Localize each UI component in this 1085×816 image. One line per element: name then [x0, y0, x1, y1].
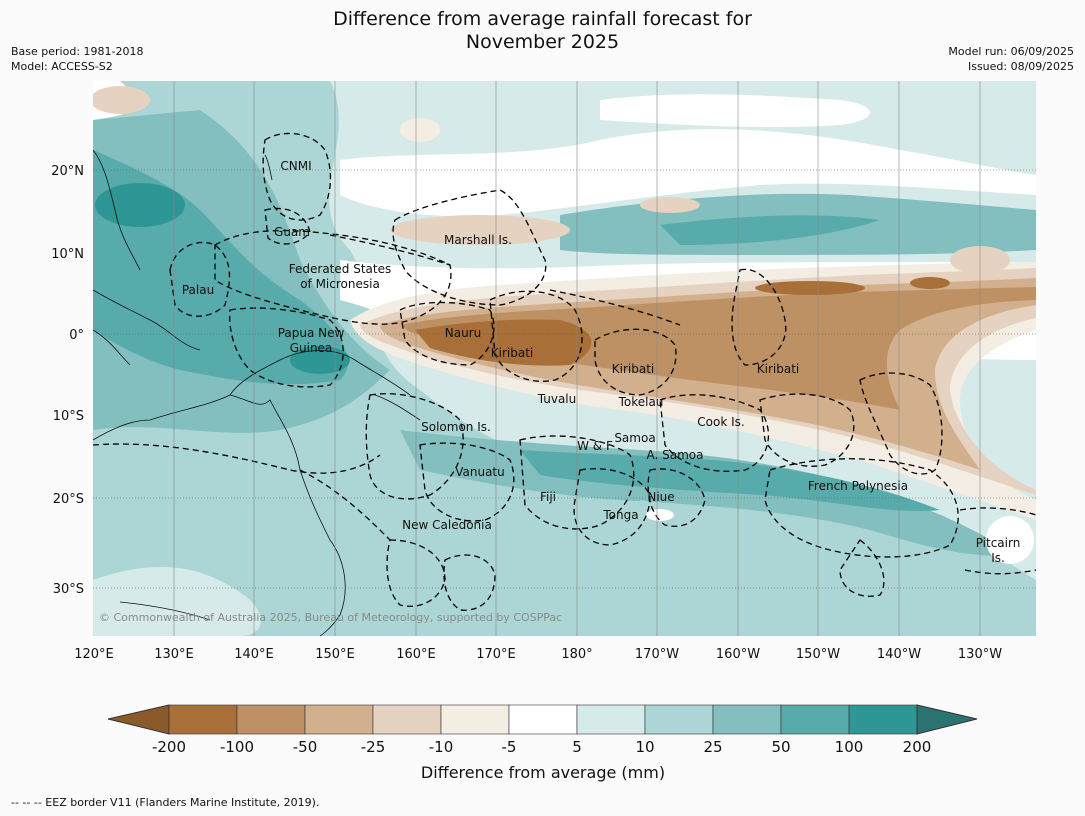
label-french-polynesia: French Polynesia	[808, 479, 908, 493]
label-kiribati-west: Kiribati	[491, 346, 533, 360]
label-tokelau: Tokelau	[618, 395, 664, 409]
x-tick: 130°E	[154, 647, 194, 662]
x-tick: 160°E	[396, 647, 436, 662]
x-tick: 170°E	[476, 647, 516, 662]
colorbar-segment	[848, 704, 918, 735]
gridlines	[93, 169, 1036, 589]
y-tick: 0°	[69, 328, 84, 343]
meridians	[173, 81, 981, 636]
eez-footnote: -- -- -- EEZ border V11 (Flanders Marine…	[11, 796, 320, 809]
colorbar-segment	[712, 704, 782, 735]
colorbar-tick-label: 100	[835, 738, 864, 756]
colorbar-tick-label: 10	[635, 738, 654, 756]
y-tick: 10°S	[53, 409, 84, 424]
colorbar-tick-label: -5	[502, 738, 517, 756]
model-name: Model: ACCESS-S2	[11, 60, 113, 73]
colorbar-tick-label: 50	[771, 738, 790, 756]
colorbar: -200 -100 -50 -25 -10 -5 5 10 25 50 100 200 Differe…	[107, 704, 978, 782]
colorbar-tick-label: -100	[220, 738, 254, 756]
issued-date: Issued: 08/09/2025	[967, 60, 1074, 73]
x-axis: 120°E 130°E 140°E 150°E 160°E 170°E 180°…	[74, 647, 1002, 662]
colorbar-tick-label: 25	[703, 738, 722, 756]
colorbar-segment	[440, 704, 510, 735]
colorbar-tick-label: -25	[361, 738, 386, 756]
colorbar-extend-left	[107, 704, 170, 735]
label-solomon-islands: Solomon Is.	[421, 420, 491, 434]
label-cook-islands: Cook Is.	[697, 415, 744, 429]
colorbar-tick-label: 5	[572, 738, 582, 756]
label-pitcairn-line-2: Is.	[991, 551, 1005, 565]
colorbar-segment	[304, 704, 374, 735]
colorbar-tick-label: -200	[152, 738, 186, 756]
x-tick: 130°W	[958, 647, 1002, 662]
label-samoa: Samoa	[614, 431, 655, 445]
meta-left: Base period: 1981-2018 Model: ACCESS-S2	[11, 44, 143, 74]
label-tonga: Tonga	[602, 508, 638, 522]
colorbar-segment	[168, 704, 238, 735]
label-kiribati-east: Kiribati	[757, 362, 799, 376]
label-marshall-islands: Marshall Is.	[444, 233, 512, 247]
x-tick: 170°W	[635, 647, 679, 662]
x-tick: 160°W	[716, 647, 760, 662]
label-new-caledonia: New Caledonia	[402, 518, 492, 532]
base-period: Base period: 1981-2018	[11, 45, 144, 58]
copyright-notice: © Commonwealth of Australia 2025, Bureau…	[99, 611, 562, 624]
colorbar-tick-label: -10	[429, 738, 454, 756]
label-png-line-2: Guinea	[290, 341, 333, 355]
x-tick: 140°E	[234, 647, 274, 662]
label-vanuatu: Vanuatu	[455, 465, 505, 479]
label-palau: Palau	[182, 283, 214, 297]
y-axis: 20°N 10°N 0° 10°S 20°S 30°S	[51, 164, 84, 597]
colorbar-segment	[372, 704, 442, 735]
colorbar-segment	[780, 704, 850, 735]
model-run: Model run: 06/09/2025	[948, 45, 1074, 58]
x-tick: 150°W	[796, 647, 840, 662]
label-png-line-1: Papua New	[278, 326, 345, 340]
label-guam: Guam	[274, 225, 310, 239]
label-fsm-line-2: of Micronesia	[300, 277, 380, 291]
title-line-2: November 2025	[465, 31, 620, 53]
label-tuvalu: Tuvalu	[537, 392, 577, 406]
country-labels: CNMI Guam Marshall Is. Federated States …	[182, 159, 1020, 565]
y-tick: 30°S	[53, 582, 84, 597]
label-american-samoa: A. Samoa	[647, 448, 704, 462]
colorbar-tick-label: -50	[293, 738, 318, 756]
label-kiribati-central: Kiribati	[612, 362, 654, 376]
label-wallis-futuna: W & F	[577, 439, 613, 453]
label-cnmi: CNMI	[280, 159, 311, 173]
rainfall-field	[93, 81, 1036, 636]
x-tick: 150°E	[315, 647, 355, 662]
x-tick: 140°W	[877, 647, 921, 662]
colorbar-segment	[508, 704, 578, 735]
coastlines	[93, 149, 421, 636]
colorbar-segment	[236, 704, 306, 735]
x-tick: 120°E	[74, 647, 114, 662]
y-tick: 10°N	[51, 247, 84, 262]
meta-right: Model run: 06/09/2025 Issued: 08/09/2025	[948, 44, 1074, 74]
label-fiji: Fiji	[540, 490, 556, 504]
label-fsm-line-1: Federated States	[289, 262, 391, 276]
label-nauru: Nauru	[445, 326, 481, 340]
colorbar-segment	[576, 704, 646, 735]
y-tick: 20°N	[51, 164, 84, 179]
colorbar-title: Difference from average (mm)	[421, 763, 665, 782]
label-niue: Niue	[647, 490, 674, 504]
title-line-1: Difference from average rainfall forecas…	[333, 8, 752, 30]
colorbar-tick-label: 200	[903, 738, 932, 756]
label-pitcairn-line-1: Pitcairn	[976, 536, 1021, 550]
eez-borders	[93, 132, 1036, 611]
map-title: Difference from average rainfall forecas…	[0, 8, 1085, 54]
x-tick: 180°	[561, 647, 592, 662]
colorbar-segment	[644, 704, 714, 735]
y-tick: 20°S	[53, 492, 84, 507]
colorbar-extend-right	[916, 704, 978, 735]
